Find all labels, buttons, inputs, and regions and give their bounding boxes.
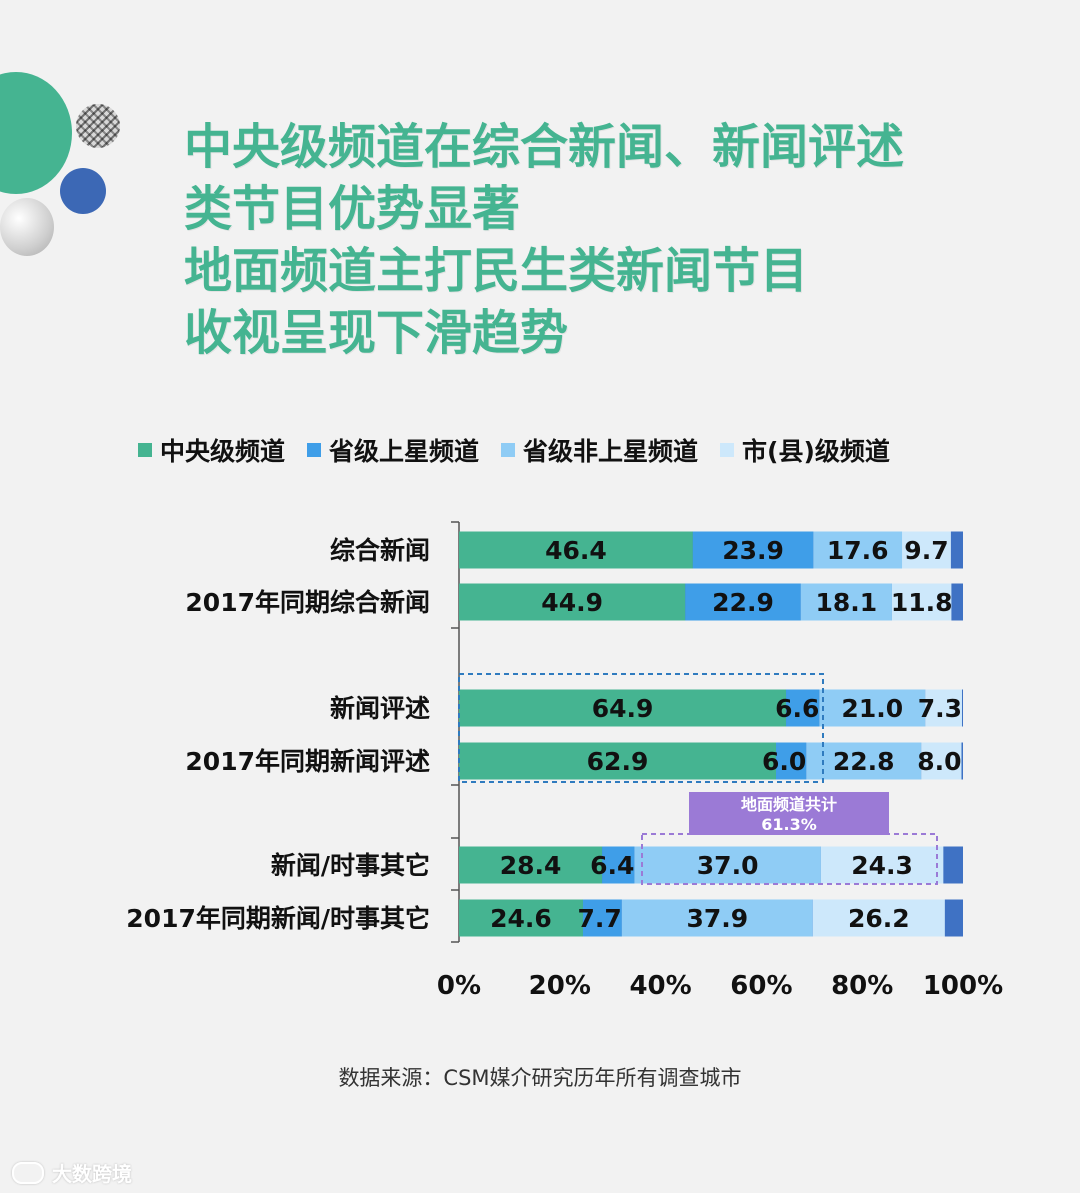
legend-item-provincial-satellite: 省级上星频道 <box>307 432 479 468</box>
legend-swatch <box>307 443 322 457</box>
bar-segment <box>812 899 945 937</box>
bar-segment <box>459 899 583 937</box>
bar-value-label: 26.2 <box>848 904 910 933</box>
watermark: 大数跨境 <box>12 1158 132 1187</box>
bar-value-label: 11.8 <box>891 588 953 617</box>
bar-value-label: 6.6 <box>775 694 819 723</box>
bar-value-label: 22.8 <box>833 747 895 776</box>
bar-segment <box>925 689 962 727</box>
bar-segment <box>800 583 892 621</box>
x-tick-label: 40% <box>629 971 691 1001</box>
legend-item-central: 中央级频道 <box>138 432 285 468</box>
category-label: 2017年同期新闻/时事其它 <box>126 904 430 933</box>
bar-value-label: 6.4 <box>590 851 634 880</box>
legend-swatch <box>138 443 152 457</box>
bar-segment <box>602 846 635 884</box>
category-label: 新闻/时事其它 <box>271 851 430 880</box>
bar-segment <box>902 531 951 569</box>
title-line: 类节目优势显著 <box>184 181 521 237</box>
x-tick-label: 20% <box>529 971 591 1001</box>
bar-segment <box>776 742 807 780</box>
bar-segment <box>582 899 622 937</box>
bar-segment <box>459 689 787 727</box>
x-tick-label: 0% <box>437 971 481 1001</box>
bar-value-label: 64.9 <box>592 694 654 723</box>
data-source-note: 数据来源：CSM媒介研究历年所有调查城市 <box>338 1066 742 1090</box>
bar-segment <box>819 689 926 727</box>
bar-value-label: 21.0 <box>841 694 903 723</box>
category-label: 新闻评述 <box>330 694 430 723</box>
title-line: 中央级频道在综合新闻、新闻评述 <box>184 119 905 175</box>
watermark-text: 大数跨境 <box>52 1162 132 1186</box>
category-label: 综合新闻 <box>330 536 430 565</box>
bar-value-label: 7.7 <box>577 904 621 933</box>
page-title: 中央级频道在综合新闻、新闻评述 类节目优势显著 地面频道主打民生类新闻节目 收视… <box>184 116 1064 364</box>
legend-swatch <box>501 443 516 457</box>
decorative-silver-circle <box>0 198 54 256</box>
category-label: 2017年同期综合新闻 <box>185 588 430 617</box>
bar-segment <box>459 742 777 780</box>
bar-segment <box>806 742 922 780</box>
bar-value-label: 6.0 <box>762 747 806 776</box>
bar-value-label: 44.9 <box>541 588 603 617</box>
bar-segment <box>459 583 686 621</box>
bar-segment <box>891 583 952 621</box>
bar-segment <box>921 742 962 780</box>
bar-segment <box>813 531 903 569</box>
bar-segment <box>685 583 801 621</box>
bar-segment <box>459 846 603 884</box>
bar-segment <box>459 531 693 569</box>
bar-value-label: 46.4 <box>545 536 607 565</box>
bar-segment <box>692 531 814 569</box>
bar-segment <box>621 899 813 937</box>
bar-value-label: 7.3 <box>918 694 962 723</box>
annotation-box <box>689 792 889 835</box>
decorative-mesh-circle <box>76 104 120 148</box>
category-label: 2017年同期新闻评述 <box>185 747 430 776</box>
legend-label: 省级非上星频道 <box>523 437 699 466</box>
bar-value-label: 23.9 <box>722 536 784 565</box>
highlight-box-central <box>458 673 824 783</box>
bar-segment <box>820 846 944 884</box>
decorative-blue-circle <box>60 168 106 214</box>
x-tick-label: 100% <box>923 971 1003 1001</box>
legend-item-provincial-nonsatellite: 省级非上星频道 <box>501 432 698 468</box>
bar-value-label: 17.6 <box>827 536 889 565</box>
bar-value-label: 9.7 <box>904 536 948 565</box>
legend-label: 中央级频道 <box>160 437 286 466</box>
legend-item-city-county: 市(县)级频道 <box>720 432 890 468</box>
bar-value-label: 28.4 <box>500 851 562 880</box>
bar-value-label: 37.0 <box>697 851 759 880</box>
bar-segment <box>634 846 821 884</box>
watermark-logo-icon <box>12 1161 44 1184</box>
bar-value-label: 24.6 <box>490 904 552 933</box>
title-line: 地面频道主打民生类新闻节目 <box>184 243 809 299</box>
chart-legend: 中央级频道 省级上星频道 省级非上星频道 市(县)级频道 <box>138 432 912 468</box>
title-line: 收视呈现下滑趋势 <box>184 305 569 361</box>
bar-value-label: 37.9 <box>686 904 748 933</box>
bar-value-label: 18.1 <box>815 588 877 617</box>
annotation-value: 61.3% <box>761 815 817 834</box>
legend-label: 省级上星频道 <box>329 437 480 466</box>
bar-value-label: 8.0 <box>917 747 961 776</box>
legend-swatch <box>720 443 735 457</box>
bar-value-label: 24.3 <box>851 851 913 880</box>
x-tick-label: 60% <box>730 971 792 1001</box>
bar-value-label: 62.9 <box>587 747 649 776</box>
legend-label: 市(县)级频道 <box>742 437 890 466</box>
bar-segment <box>786 689 820 727</box>
bar-value-label: 22.9 <box>712 588 774 617</box>
annotation-text: 地面频道共计 <box>741 795 837 814</box>
x-tick-label: 80% <box>831 971 893 1001</box>
